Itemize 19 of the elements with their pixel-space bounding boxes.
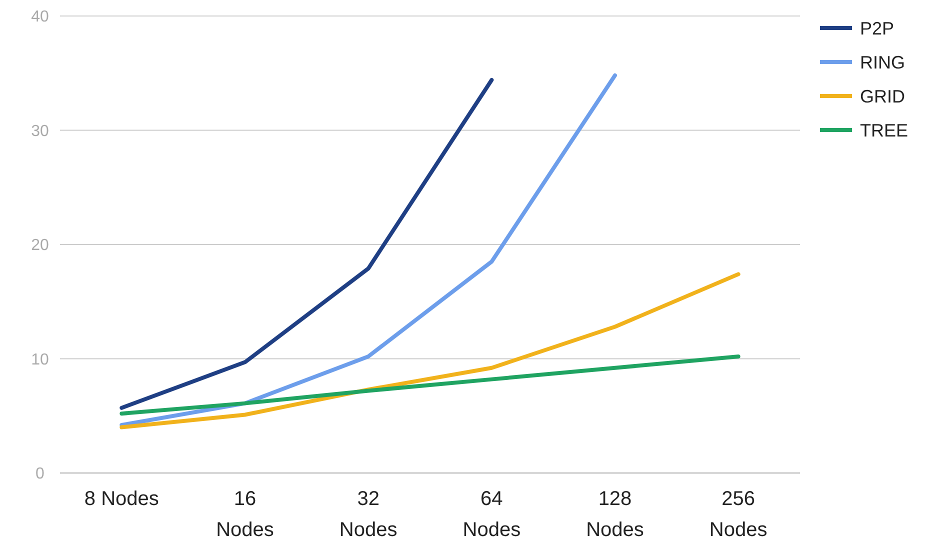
legend-label: P2P: [860, 18, 894, 38]
legend-label: TREE: [860, 120, 908, 140]
y-tick-label: 10: [31, 351, 49, 368]
x-tick-label: 128 Nodes: [586, 488, 644, 541]
y-tick-label: 0: [36, 466, 45, 483]
legend-label: RING: [860, 52, 905, 72]
line-series: [120, 354, 740, 416]
legend-label: GRID: [860, 86, 905, 106]
line-series: [120, 73, 617, 428]
line-series: [120, 272, 740, 430]
x-tick-label: 32 Nodes: [339, 488, 398, 541]
x-tick-label: 8 Nodes: [84, 488, 159, 510]
x-tick-label: 64 Nodes: [462, 488, 521, 541]
x-tick-label: 16 Nodes: [216, 488, 274, 541]
line-series: [120, 78, 494, 410]
x-tick-label: 256 Nodes: [709, 488, 768, 541]
y-tick-label: 30: [31, 122, 49, 140]
y-tick-label: 40: [31, 8, 49, 26]
y-tick-label: 20: [31, 237, 49, 254]
